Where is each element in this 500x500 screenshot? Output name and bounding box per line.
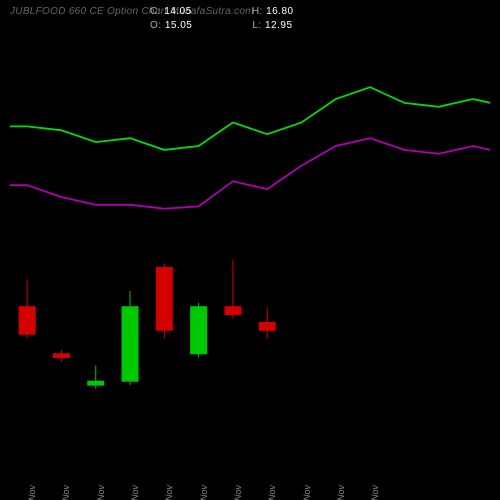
plot-area bbox=[10, 48, 490, 440]
open-label: O: bbox=[150, 20, 162, 31]
x-tick-label: 29 Nov bbox=[370, 485, 380, 500]
x-tick-label: 22 Nov bbox=[199, 485, 209, 500]
candle-body bbox=[259, 322, 275, 330]
chart-svg bbox=[10, 48, 490, 440]
x-tick-label: 21 Nov bbox=[164, 485, 174, 500]
low-readout: L: 12.95 bbox=[252, 20, 292, 31]
candle-body bbox=[122, 307, 138, 381]
indicator-line-upper bbox=[10, 87, 490, 150]
x-tick-label: 12 Nov bbox=[27, 485, 37, 500]
x-tick-label: 25 Nov bbox=[233, 485, 243, 500]
candle-body bbox=[191, 307, 207, 354]
low-label: L: bbox=[252, 20, 261, 31]
x-tick-label: 28 Nov bbox=[336, 485, 346, 500]
ohlc-row-1: C: 14.05 H: 16.80 bbox=[150, 6, 294, 17]
candle-body bbox=[19, 307, 35, 334]
x-tick-label: 14 Nov bbox=[96, 485, 106, 500]
open-readout: O: 15.05 bbox=[150, 20, 192, 31]
close-readout: C: 14.05 bbox=[150, 6, 192, 17]
x-tick-label: 19 Nov bbox=[130, 485, 140, 500]
open-value: 15.05 bbox=[165, 20, 193, 31]
high-label: H: bbox=[252, 6, 263, 17]
indicator-line-lower bbox=[10, 138, 490, 209]
ohlc-row-2: O: 15.05 L: 12.95 bbox=[150, 20, 293, 31]
chart-container: JUBLFOOD 660 CE Option Chart MunafaSutra… bbox=[0, 0, 500, 500]
candle-body bbox=[88, 381, 104, 385]
x-axis: 12 Nov13 Nov14 Nov19 Nov21 Nov22 Nov25 N… bbox=[10, 443, 490, 495]
close-label: C: bbox=[150, 6, 161, 17]
x-tick-label: 26 Nov bbox=[267, 485, 277, 500]
header: JUBLFOOD 660 CE Option Chart MunafaSutra… bbox=[10, 6, 490, 48]
x-tick-label: 13 Nov bbox=[61, 485, 71, 500]
candle-body bbox=[53, 354, 69, 358]
x-tick-label: 27 Nov bbox=[302, 485, 312, 500]
close-value: 14.05 bbox=[164, 6, 192, 17]
high-readout: H: 16.80 bbox=[252, 6, 294, 17]
candle-body bbox=[156, 268, 172, 331]
low-value: 12.95 bbox=[265, 20, 293, 31]
candle-body bbox=[225, 307, 241, 315]
high-value: 16.80 bbox=[266, 6, 294, 17]
